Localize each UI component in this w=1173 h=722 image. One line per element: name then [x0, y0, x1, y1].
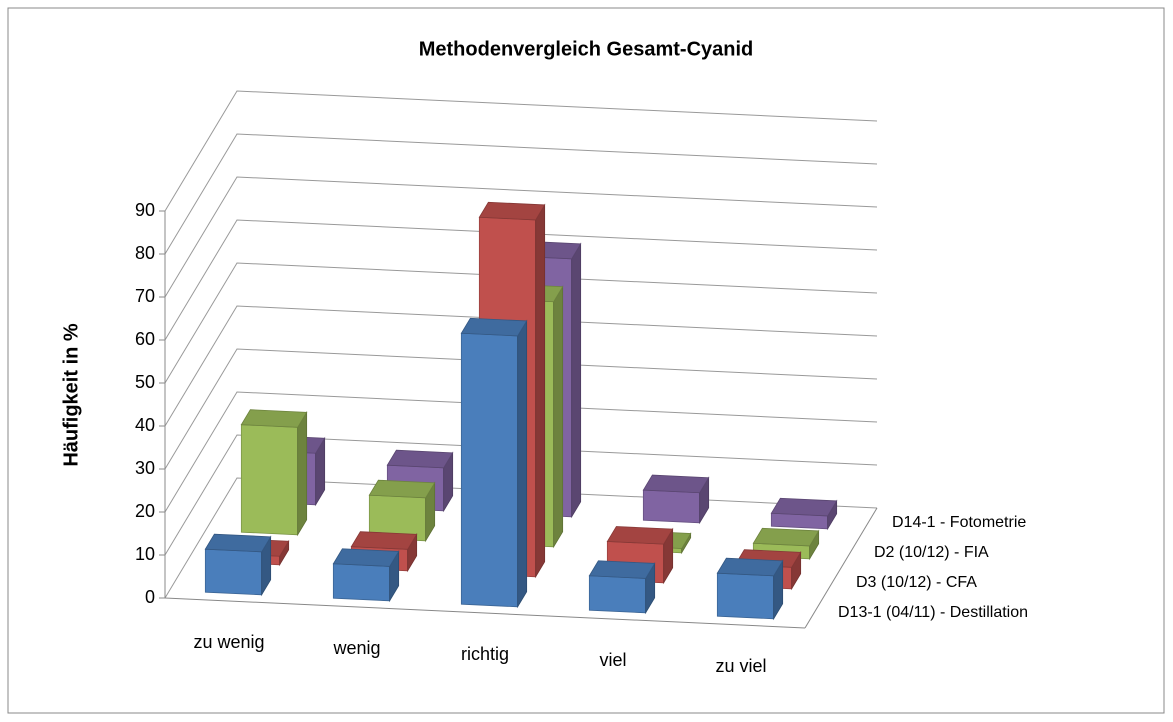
y-tick-label: 10: [135, 544, 155, 564]
depth-axis: [804, 507, 878, 629]
bar-side: [517, 319, 528, 609]
y-tick-label: 30: [135, 458, 155, 478]
bar-front: [716, 572, 775, 620]
y-tick-label: 20: [135, 501, 155, 521]
x-tick-label: richtig: [461, 644, 509, 664]
x-tick-label: wenig: [332, 638, 380, 658]
bar-side: [297, 410, 308, 537]
x-tick-label: viel: [599, 650, 626, 670]
bar-top: [478, 201, 546, 221]
bar-front: [588, 575, 647, 614]
chart-border: [7, 7, 1165, 714]
bar: [368, 479, 436, 543]
bar-top: [642, 474, 710, 494]
bar-front: [240, 424, 299, 536]
bar: [588, 560, 656, 615]
bar-top: [770, 497, 838, 517]
bar-top: [752, 527, 820, 547]
y-tick-label: 80: [135, 243, 155, 263]
bar-top: [368, 479, 436, 499]
bar: [716, 557, 784, 621]
bar-top: [588, 560, 656, 579]
grid-line: [164, 348, 878, 470]
y-tick-label: 70: [135, 286, 155, 306]
bar-top: [460, 317, 528, 337]
y-tick-label: 50: [135, 372, 155, 392]
grid-line: [164, 262, 878, 384]
bar-top: [350, 531, 418, 550]
bar-top: [204, 533, 272, 553]
bar: [332, 548, 400, 603]
y-tick-label: 60: [135, 329, 155, 349]
legend-label: D13-1 (04/11) - Destillation: [838, 604, 1028, 621]
bar-top: [332, 548, 400, 567]
grid-line: [164, 434, 878, 556]
grid-line: [164, 305, 878, 427]
bar-top: [716, 557, 784, 577]
bar-side: [553, 285, 564, 549]
x-tick-label: zu viel: [715, 656, 766, 676]
grid-line: [164, 90, 878, 212]
bar-top: [386, 449, 454, 469]
y-tick-label: 90: [135, 200, 155, 220]
bar-front: [460, 332, 519, 608]
bar: [204, 533, 272, 597]
legend-label: D2 (10/12) - FIA: [874, 544, 989, 561]
bar-front: [332, 563, 391, 602]
grid-line: [164, 391, 878, 513]
legend-label: D3 (10/12) - CFA: [856, 574, 977, 591]
bar: [240, 409, 308, 537]
grid-line: [164, 176, 878, 298]
x-axis: [164, 597, 806, 629]
bar-side: [571, 242, 582, 519]
bar-top: [240, 409, 308, 428]
chart-title: Methodenvergleich Gesamt-Cyanid: [419, 38, 754, 60]
bar-front: [642, 489, 701, 524]
y-tick-label: 40: [135, 415, 155, 435]
bar-front: [204, 548, 263, 596]
bar: [770, 497, 838, 531]
grid-line: [164, 133, 878, 255]
bar: [642, 474, 710, 525]
bar-top: [606, 526, 674, 545]
bar: [460, 317, 528, 609]
grid-line: [164, 219, 878, 341]
legend-label: D14-1 - Fotometrie: [892, 514, 1026, 531]
bar-side: [535, 203, 546, 579]
y-tick-label: 0: [145, 587, 155, 607]
y-axis-label: Häufigkeit in %: [60, 323, 82, 467]
x-tick-label: zu wenig: [193, 632, 264, 652]
